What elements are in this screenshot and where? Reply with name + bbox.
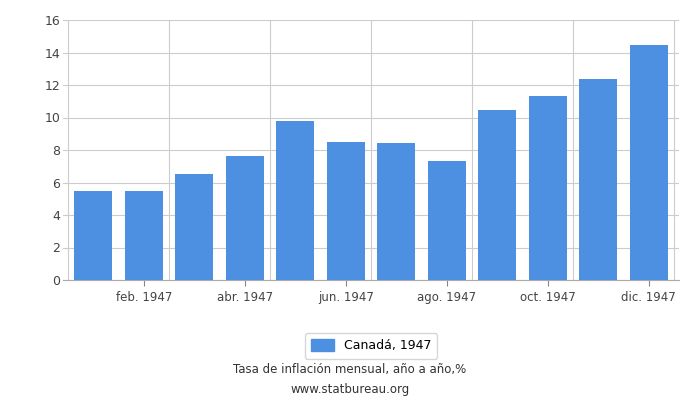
Bar bbox=[226, 156, 264, 280]
Bar bbox=[74, 192, 112, 280]
Bar bbox=[327, 142, 365, 280]
Bar bbox=[276, 121, 314, 280]
Bar bbox=[630, 45, 668, 280]
Text: www.statbureau.org: www.statbureau.org bbox=[290, 384, 410, 396]
Bar bbox=[580, 79, 617, 280]
Bar bbox=[175, 174, 214, 280]
Bar bbox=[377, 143, 415, 280]
Legend: Canadá, 1947: Canadá, 1947 bbox=[304, 333, 438, 358]
Text: Tasa de inflación mensual, año a año,%: Tasa de inflación mensual, año a año,% bbox=[233, 364, 467, 376]
Bar bbox=[125, 192, 162, 280]
Bar bbox=[528, 96, 567, 280]
Bar bbox=[428, 160, 466, 280]
Bar bbox=[478, 110, 516, 280]
